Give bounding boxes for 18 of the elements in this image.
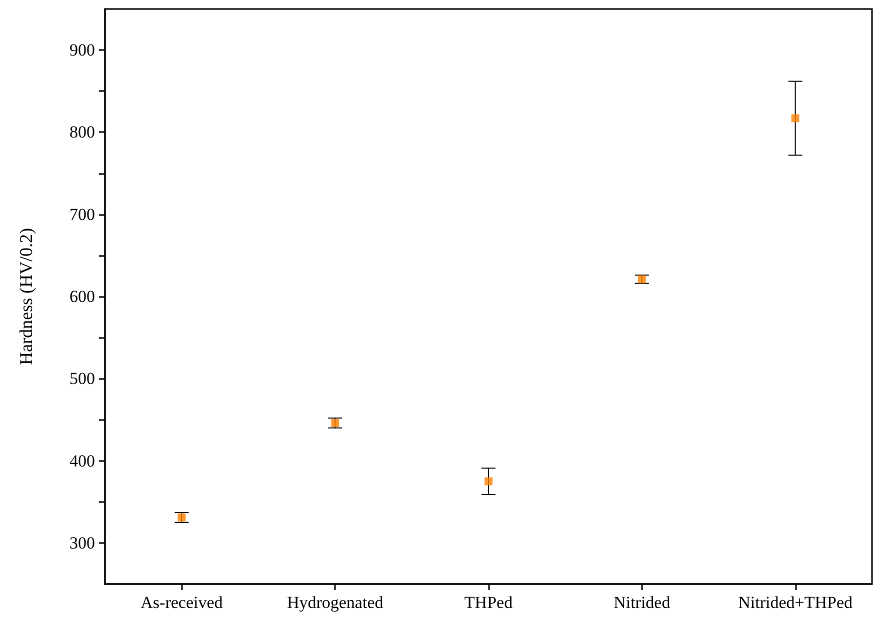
y-tick-label: 400	[70, 451, 95, 470]
point	[178, 513, 186, 522]
x-tick-label: As-received	[140, 593, 224, 612]
point	[638, 275, 646, 284]
y-tick-label: 700	[70, 204, 95, 224]
y-axis-title: Hardness (HV/0.2)	[16, 228, 36, 365]
y-tick-label: 300	[70, 533, 95, 552]
y-tick-label: 600	[70, 287, 95, 306]
x-tick-label: Nitrided	[614, 593, 671, 612]
y-tick-label: 800	[70, 122, 95, 142]
x-tick-label: THPed	[464, 593, 514, 612]
point	[791, 114, 800, 122]
point	[484, 477, 492, 486]
x-tick-label: Nitrided+THPed	[738, 593, 853, 612]
y-tick-label: 500	[70, 369, 95, 388]
x-tick-label: Hydrogenated	[286, 593, 384, 612]
point	[331, 419, 340, 427]
y-tick-label: 900	[70, 40, 95, 60]
